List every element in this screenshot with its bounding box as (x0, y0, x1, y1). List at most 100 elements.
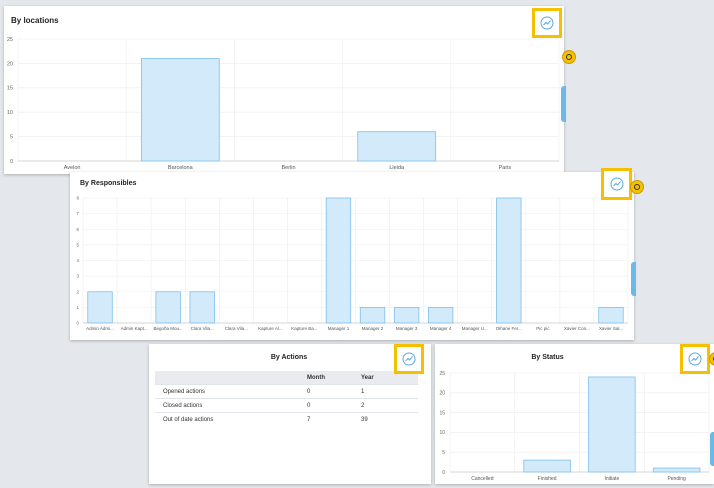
bar[interactable] (189, 291, 215, 324)
y-tick-label: 20 (439, 391, 445, 397)
bar[interactable] (357, 131, 437, 162)
chart-toggle-button[interactable] (680, 344, 710, 374)
help-coin-icon[interactable] (562, 50, 576, 64)
panel-by-responsibles: By Responsibles 0 1 2 3 4 5 6 7 8 Admin Admi... Ad… (70, 172, 634, 340)
help-coin-icon[interactable] (630, 180, 644, 194)
chart-line-icon (610, 177, 623, 191)
chart-line-icon (540, 16, 554, 30)
x-tick-label: Manager 3 (396, 326, 418, 331)
x-tick-label: Cancelled (471, 476, 493, 482)
x-tick-label: Begoña Mou... (154, 326, 183, 331)
x-tick-label: Admin Kapt... (121, 326, 148, 331)
bar[interactable] (155, 291, 181, 324)
side-panel-tab[interactable] (710, 432, 714, 466)
x-tick-label: Admin Admi... (86, 326, 114, 331)
bar[interactable] (140, 58, 220, 162)
x-tick-label: Avelon (64, 165, 81, 171)
panel-by-locations: By locations 0 5 10 15 20 25 Avelon Barcelona Be… (4, 6, 564, 174)
row-label: Closed actions (155, 398, 303, 413)
y-tick-label: 0 (442, 470, 445, 476)
y-tick-label: 15 (7, 86, 13, 92)
chart-line-icon (688, 352, 702, 366)
actions-table: Month Year Opened actions 0 1 Closed act… (155, 371, 418, 426)
month-value: 0 (303, 398, 357, 413)
bar[interactable] (325, 197, 352, 324)
x-tick-label: Clara Vila... (225, 326, 248, 331)
bar[interactable] (359, 306, 386, 324)
bar[interactable] (523, 459, 571, 473)
y-tick-label: 20 (7, 61, 13, 67)
y-tick-label: 25 (439, 371, 445, 377)
responsibles-chart: 0 1 2 3 4 5 6 7 8 Admin Admi... Admin Kapt... Begoñ… (76, 196, 629, 331)
locations-chart: 0 5 10 15 20 25 Avelon Barcelona Berlin Lleida Par… (7, 37, 560, 171)
y-tick-label: 10 (439, 430, 445, 436)
x-tick-label: Manager 2 (362, 326, 384, 331)
bar[interactable] (87, 291, 113, 324)
side-panel-tab[interactable] (631, 262, 636, 296)
chart-toggle-button[interactable] (532, 8, 562, 38)
x-tick-label: Manager 1 (328, 326, 350, 331)
y-tick-label: 0 (10, 159, 13, 165)
bar[interactable] (598, 306, 624, 324)
status-chart: 0 5 10 15 20 25 Cancelled Finished Initiate Pendi… (439, 371, 710, 482)
y-tick-label: 4 (76, 258, 79, 263)
y-tick-label: 5 (10, 135, 13, 141)
month-value: 0 (303, 384, 357, 399)
row-label: Opened actions (155, 384, 303, 399)
y-tick-label: 2 (76, 289, 79, 294)
bar[interactable] (393, 306, 420, 324)
panel-title: By Actions (270, 354, 308, 361)
panel-title: By Responsibles (80, 180, 137, 187)
x-tick-label: Pic pic (536, 326, 550, 331)
x-tick-label: Kapture Ba... (291, 326, 317, 331)
year-value: 39 (357, 412, 418, 426)
column-header: Year (357, 371, 418, 385)
y-tick-label: 5 (76, 242, 79, 247)
month-value: 7 (303, 412, 357, 426)
panel-title: By Status (531, 354, 564, 361)
y-tick-label: 10 (7, 110, 13, 116)
x-tick-label: Xavier Sal... (599, 326, 623, 331)
y-tick-label: 0 (76, 321, 79, 326)
year-value: 1 (357, 384, 418, 399)
x-tick-label: Manager 4 (430, 326, 452, 331)
panel-by-status: By Status 0 5 10 15 20 25 Cancelled Finished Ini… (435, 344, 714, 484)
y-tick-label: 3 (76, 274, 79, 279)
table-header-row: Month Year (155, 371, 418, 385)
x-tick-label: Xavier Con... (564, 326, 590, 331)
y-tick-label: 8 (76, 196, 79, 201)
bar[interactable] (496, 197, 522, 324)
y-tick-label: 7 (76, 211, 79, 216)
x-tick-label: Paris (499, 165, 512, 171)
y-tick-label: 1 (76, 305, 79, 310)
bar[interactable] (652, 467, 701, 473)
y-tick-label: 5 (442, 450, 445, 456)
panel-by-actions: By Actions Month Year Opened actions 0 1… (149, 344, 431, 484)
year-value: 2 (357, 398, 418, 413)
x-tick-label: Finished (538, 476, 557, 482)
chart-toggle-button[interactable] (601, 168, 632, 200)
table-row: Opened actions 0 1 (155, 384, 418, 399)
column-header (155, 371, 303, 385)
bar[interactable] (588, 376, 636, 473)
x-tick-label: Berlin (281, 165, 295, 171)
chart-line-icon (402, 352, 416, 366)
x-tick-label: Oihane Fer... (496, 326, 522, 331)
column-header: Month (303, 371, 357, 385)
table-row: Out of date actions 7 39 (155, 412, 418, 426)
y-tick-label: 15 (439, 410, 445, 416)
x-tick-label: Manager U... (462, 326, 488, 331)
x-tick-label: Pending (667, 476, 686, 482)
side-panel-tab[interactable] (561, 86, 566, 122)
x-tick-label: Kapture Al... (258, 326, 283, 331)
x-tick-label: Lleida (389, 165, 405, 171)
x-tick-label: Barcelona (168, 165, 194, 171)
panel-title: By locations (11, 16, 59, 25)
x-tick-label: Initiate (605, 476, 620, 482)
y-tick-label: 6 (76, 227, 79, 232)
chart-toggle-button[interactable] (394, 344, 424, 374)
bar[interactable] (427, 306, 454, 324)
row-label: Out of date actions (155, 412, 303, 426)
y-tick-label: 25 (7, 37, 13, 43)
table-row: Closed actions 0 2 (155, 398, 418, 413)
